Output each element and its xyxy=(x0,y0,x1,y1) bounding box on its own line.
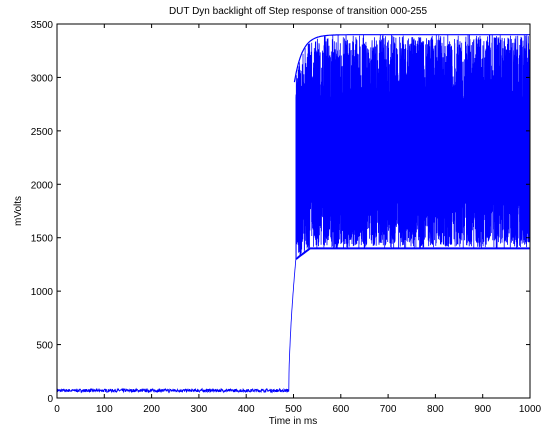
x-tick-label: 800 xyxy=(427,404,444,415)
x-tick-label: 1000 xyxy=(519,404,542,415)
x-tick-label: 0 xyxy=(54,404,60,415)
chart-title: DUT Dyn backlight off Step response of t… xyxy=(169,6,428,17)
x-tick-label: 300 xyxy=(191,404,208,415)
y-tick-label: 1000 xyxy=(31,287,54,298)
x-tick-label: 400 xyxy=(238,404,255,415)
x-tick-label: 900 xyxy=(474,404,491,415)
y-axis-label: mVolts xyxy=(13,196,24,226)
y-tick-label: 3500 xyxy=(31,20,54,31)
lower-envelope-line xyxy=(295,247,530,260)
x-axis-label: Time in ms xyxy=(269,416,318,427)
y-tick-label: 0 xyxy=(47,394,53,405)
y-axis: 0 500 1000 1500 2000 2500 3000 3500 xyxy=(31,20,530,405)
signal-line xyxy=(56,34,531,394)
upper-envelope-line xyxy=(293,34,530,83)
x-tick-label: 100 xyxy=(96,404,113,415)
x-tick-label: 500 xyxy=(285,404,302,415)
x-tick-label: 600 xyxy=(332,404,349,415)
y-tick-label: 2500 xyxy=(31,127,54,138)
x-tick-label: 200 xyxy=(143,404,160,415)
y-tick-label: 2000 xyxy=(31,180,54,191)
signal-trace xyxy=(56,34,531,394)
x-axis: 0 100 200 300 400 500 600 700 800 900 1000 xyxy=(54,24,542,415)
y-tick-label: 500 xyxy=(36,341,53,352)
y-tick-label: 1500 xyxy=(31,234,54,245)
x-tick-label: 700 xyxy=(380,404,397,415)
y-tick-label: 3000 xyxy=(31,73,54,84)
